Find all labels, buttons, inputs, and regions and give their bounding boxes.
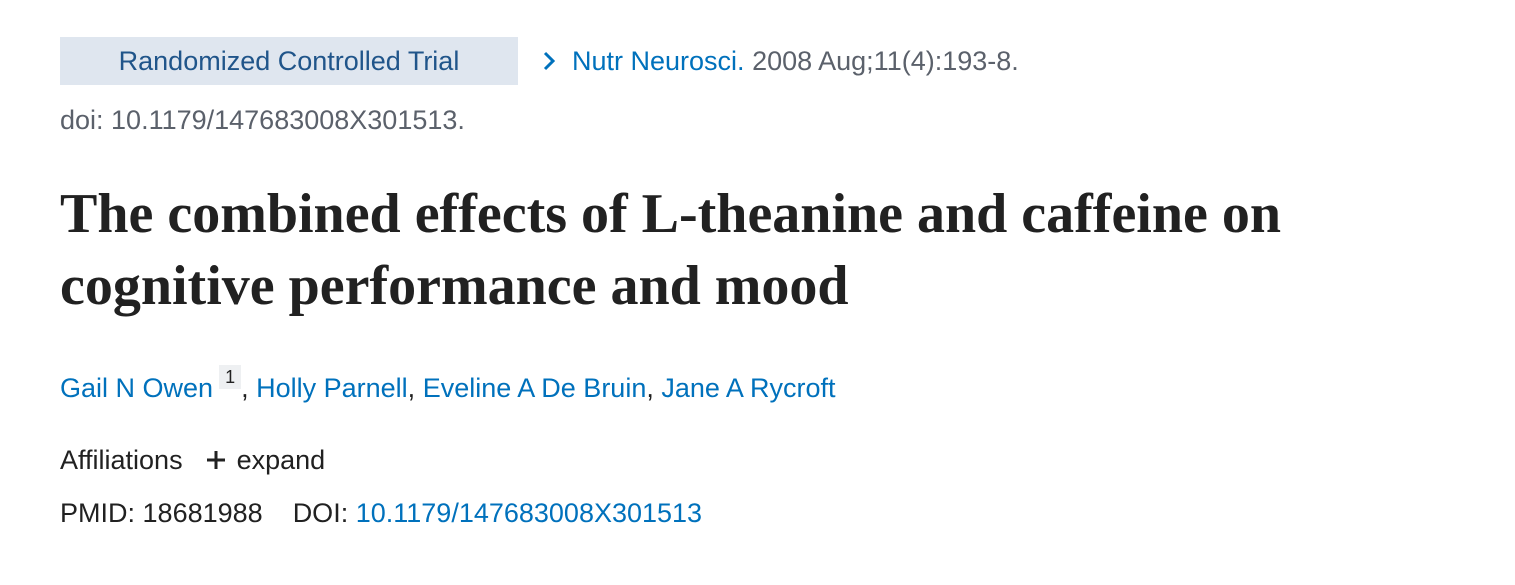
author-name[interactable]: Eveline A De Bruin (422, 373, 647, 403)
affiliations-label: Affiliations (60, 445, 183, 475)
citation: 2008 Aug;11(4):193-8. (752, 46, 1019, 76)
author-separator: , (646, 373, 654, 403)
expand-toggle[interactable]: expand (236, 445, 326, 475)
author-name[interactable]: Holly Parnell (256, 373, 408, 403)
doi-line: doi: 10.1179/147683008X301513. (60, 105, 465, 135)
doi-link[interactable]: 10.1179/147683008X301513 (355, 498, 703, 528)
author-name[interactable]: Gail N Owen (60, 373, 214, 403)
journal-link[interactable]: Nutr Neurosci. (572, 46, 745, 76)
authors: Gail N Owen 1, Holly Parnell, Eveline A D… (60, 365, 835, 410)
doi-label: DOI: (292, 498, 349, 528)
pmid: 18681988 (142, 498, 263, 528)
affiliations: Affiliations expand (60, 440, 325, 480)
author-separator: , (407, 373, 416, 403)
plus-icon[interactable] (205, 449, 227, 471)
affiliation-ref[interactable]: 1 (219, 365, 242, 389)
publication-type: Randomized Controlled Trial (60, 37, 518, 85)
chevron-icon (543, 51, 556, 71)
author-separator: , (241, 373, 249, 403)
identifiers: PMID: 18681988 DOI: 10.1179/147683008X30… (60, 493, 702, 533)
author-name[interactable]: Jane A Rycroft (661, 373, 836, 403)
journal-row: Nutr Neurosci. 2008 Aug;11(4):193-8. (540, 37, 1019, 85)
article-title: The combined effects of L-theanine and c… (60, 183, 1282, 317)
pmid-label: PMID: (60, 498, 136, 528)
